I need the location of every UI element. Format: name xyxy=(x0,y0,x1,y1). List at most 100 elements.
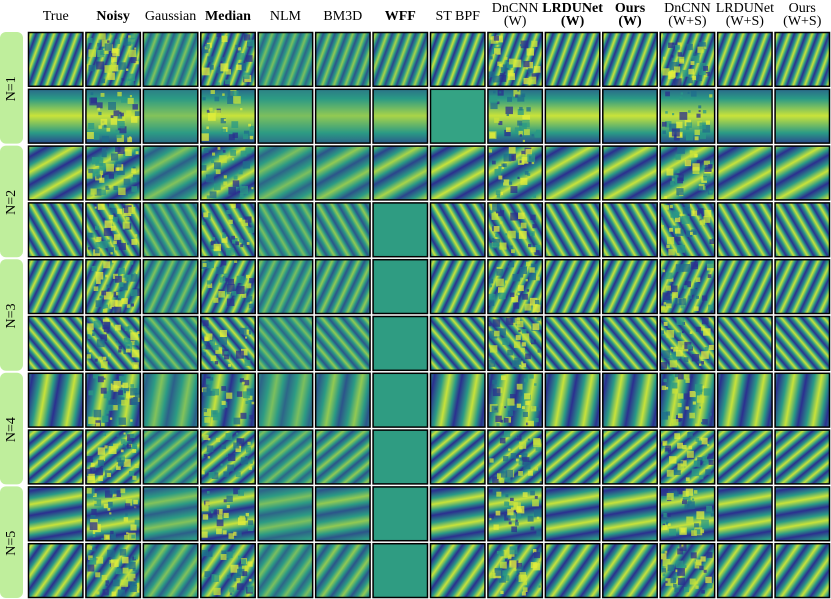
noise xyxy=(686,450,694,458)
image-cell xyxy=(602,372,658,428)
image-border xyxy=(85,31,142,88)
image-border xyxy=(716,542,773,599)
image-cell xyxy=(142,429,199,485)
noise xyxy=(221,128,227,134)
noise xyxy=(534,467,539,471)
noise xyxy=(123,337,130,345)
noise xyxy=(123,38,132,46)
noise xyxy=(245,400,249,404)
noise xyxy=(701,421,704,424)
image-cell xyxy=(372,542,429,599)
noise xyxy=(662,573,666,577)
noise xyxy=(491,405,499,413)
noise xyxy=(534,495,538,499)
noise xyxy=(103,391,111,399)
noise xyxy=(204,337,209,342)
image xyxy=(545,259,600,314)
image-border xyxy=(85,202,142,258)
noise xyxy=(206,491,210,494)
noise xyxy=(207,456,211,459)
noise xyxy=(219,337,228,345)
noise xyxy=(102,217,106,221)
image-cell xyxy=(200,372,256,428)
noise xyxy=(687,344,693,350)
noise xyxy=(534,383,537,386)
noise xyxy=(698,208,704,214)
blur-overlay xyxy=(315,202,371,257)
noise xyxy=(228,363,232,367)
noise xyxy=(209,191,217,199)
image-border xyxy=(487,372,544,428)
column-header: (W+S) xyxy=(668,14,707,29)
noise xyxy=(118,349,122,353)
noise xyxy=(222,229,226,233)
noise xyxy=(99,455,106,461)
noise xyxy=(108,446,117,455)
noise xyxy=(216,66,224,74)
noise xyxy=(92,547,96,552)
image-cell xyxy=(544,258,601,315)
noise xyxy=(527,420,534,428)
image-border xyxy=(372,315,429,372)
noise xyxy=(660,362,667,369)
noise xyxy=(527,154,536,163)
noise xyxy=(117,120,125,129)
noise xyxy=(525,278,528,282)
noise xyxy=(504,129,511,137)
noise xyxy=(132,568,136,571)
noise xyxy=(690,552,697,559)
noise xyxy=(94,358,98,362)
noise xyxy=(689,150,697,158)
noise xyxy=(101,290,107,296)
image xyxy=(28,259,83,314)
noise xyxy=(206,445,214,453)
noise xyxy=(245,216,252,223)
noise xyxy=(231,203,236,209)
noise xyxy=(132,166,136,170)
image xyxy=(373,316,428,371)
noise xyxy=(95,467,103,476)
image-border xyxy=(774,372,831,428)
noise xyxy=(243,130,250,136)
noise xyxy=(120,439,126,444)
noise xyxy=(667,449,671,453)
image-cell xyxy=(85,542,142,599)
image xyxy=(717,32,773,87)
noise xyxy=(494,330,500,337)
noise xyxy=(137,590,140,593)
noise xyxy=(508,245,513,250)
noise xyxy=(704,164,712,172)
noise xyxy=(239,197,242,200)
noise xyxy=(117,146,125,155)
noise xyxy=(529,374,534,379)
noise xyxy=(117,397,125,405)
noise xyxy=(519,453,528,461)
noise xyxy=(88,65,95,72)
noise xyxy=(703,65,709,71)
blur-overlay xyxy=(143,202,198,257)
noise xyxy=(665,578,674,586)
blur-overlay xyxy=(258,373,313,428)
noise xyxy=(116,167,125,175)
image-cell xyxy=(142,258,199,315)
noise xyxy=(517,316,521,321)
noise xyxy=(116,292,120,296)
noise xyxy=(490,345,498,353)
image xyxy=(545,543,600,598)
noise xyxy=(669,354,676,362)
image-cell xyxy=(372,486,429,542)
noise xyxy=(707,583,713,589)
noise xyxy=(104,220,112,228)
image-cell xyxy=(429,258,486,315)
noise xyxy=(490,37,493,40)
image-border xyxy=(85,145,142,201)
noise xyxy=(236,438,245,446)
noise xyxy=(507,555,512,560)
noise xyxy=(662,523,665,527)
image-cell xyxy=(429,542,486,599)
image-border xyxy=(429,542,486,599)
noise xyxy=(115,129,118,132)
noise xyxy=(675,44,680,50)
image xyxy=(775,202,830,257)
noise xyxy=(507,349,513,356)
